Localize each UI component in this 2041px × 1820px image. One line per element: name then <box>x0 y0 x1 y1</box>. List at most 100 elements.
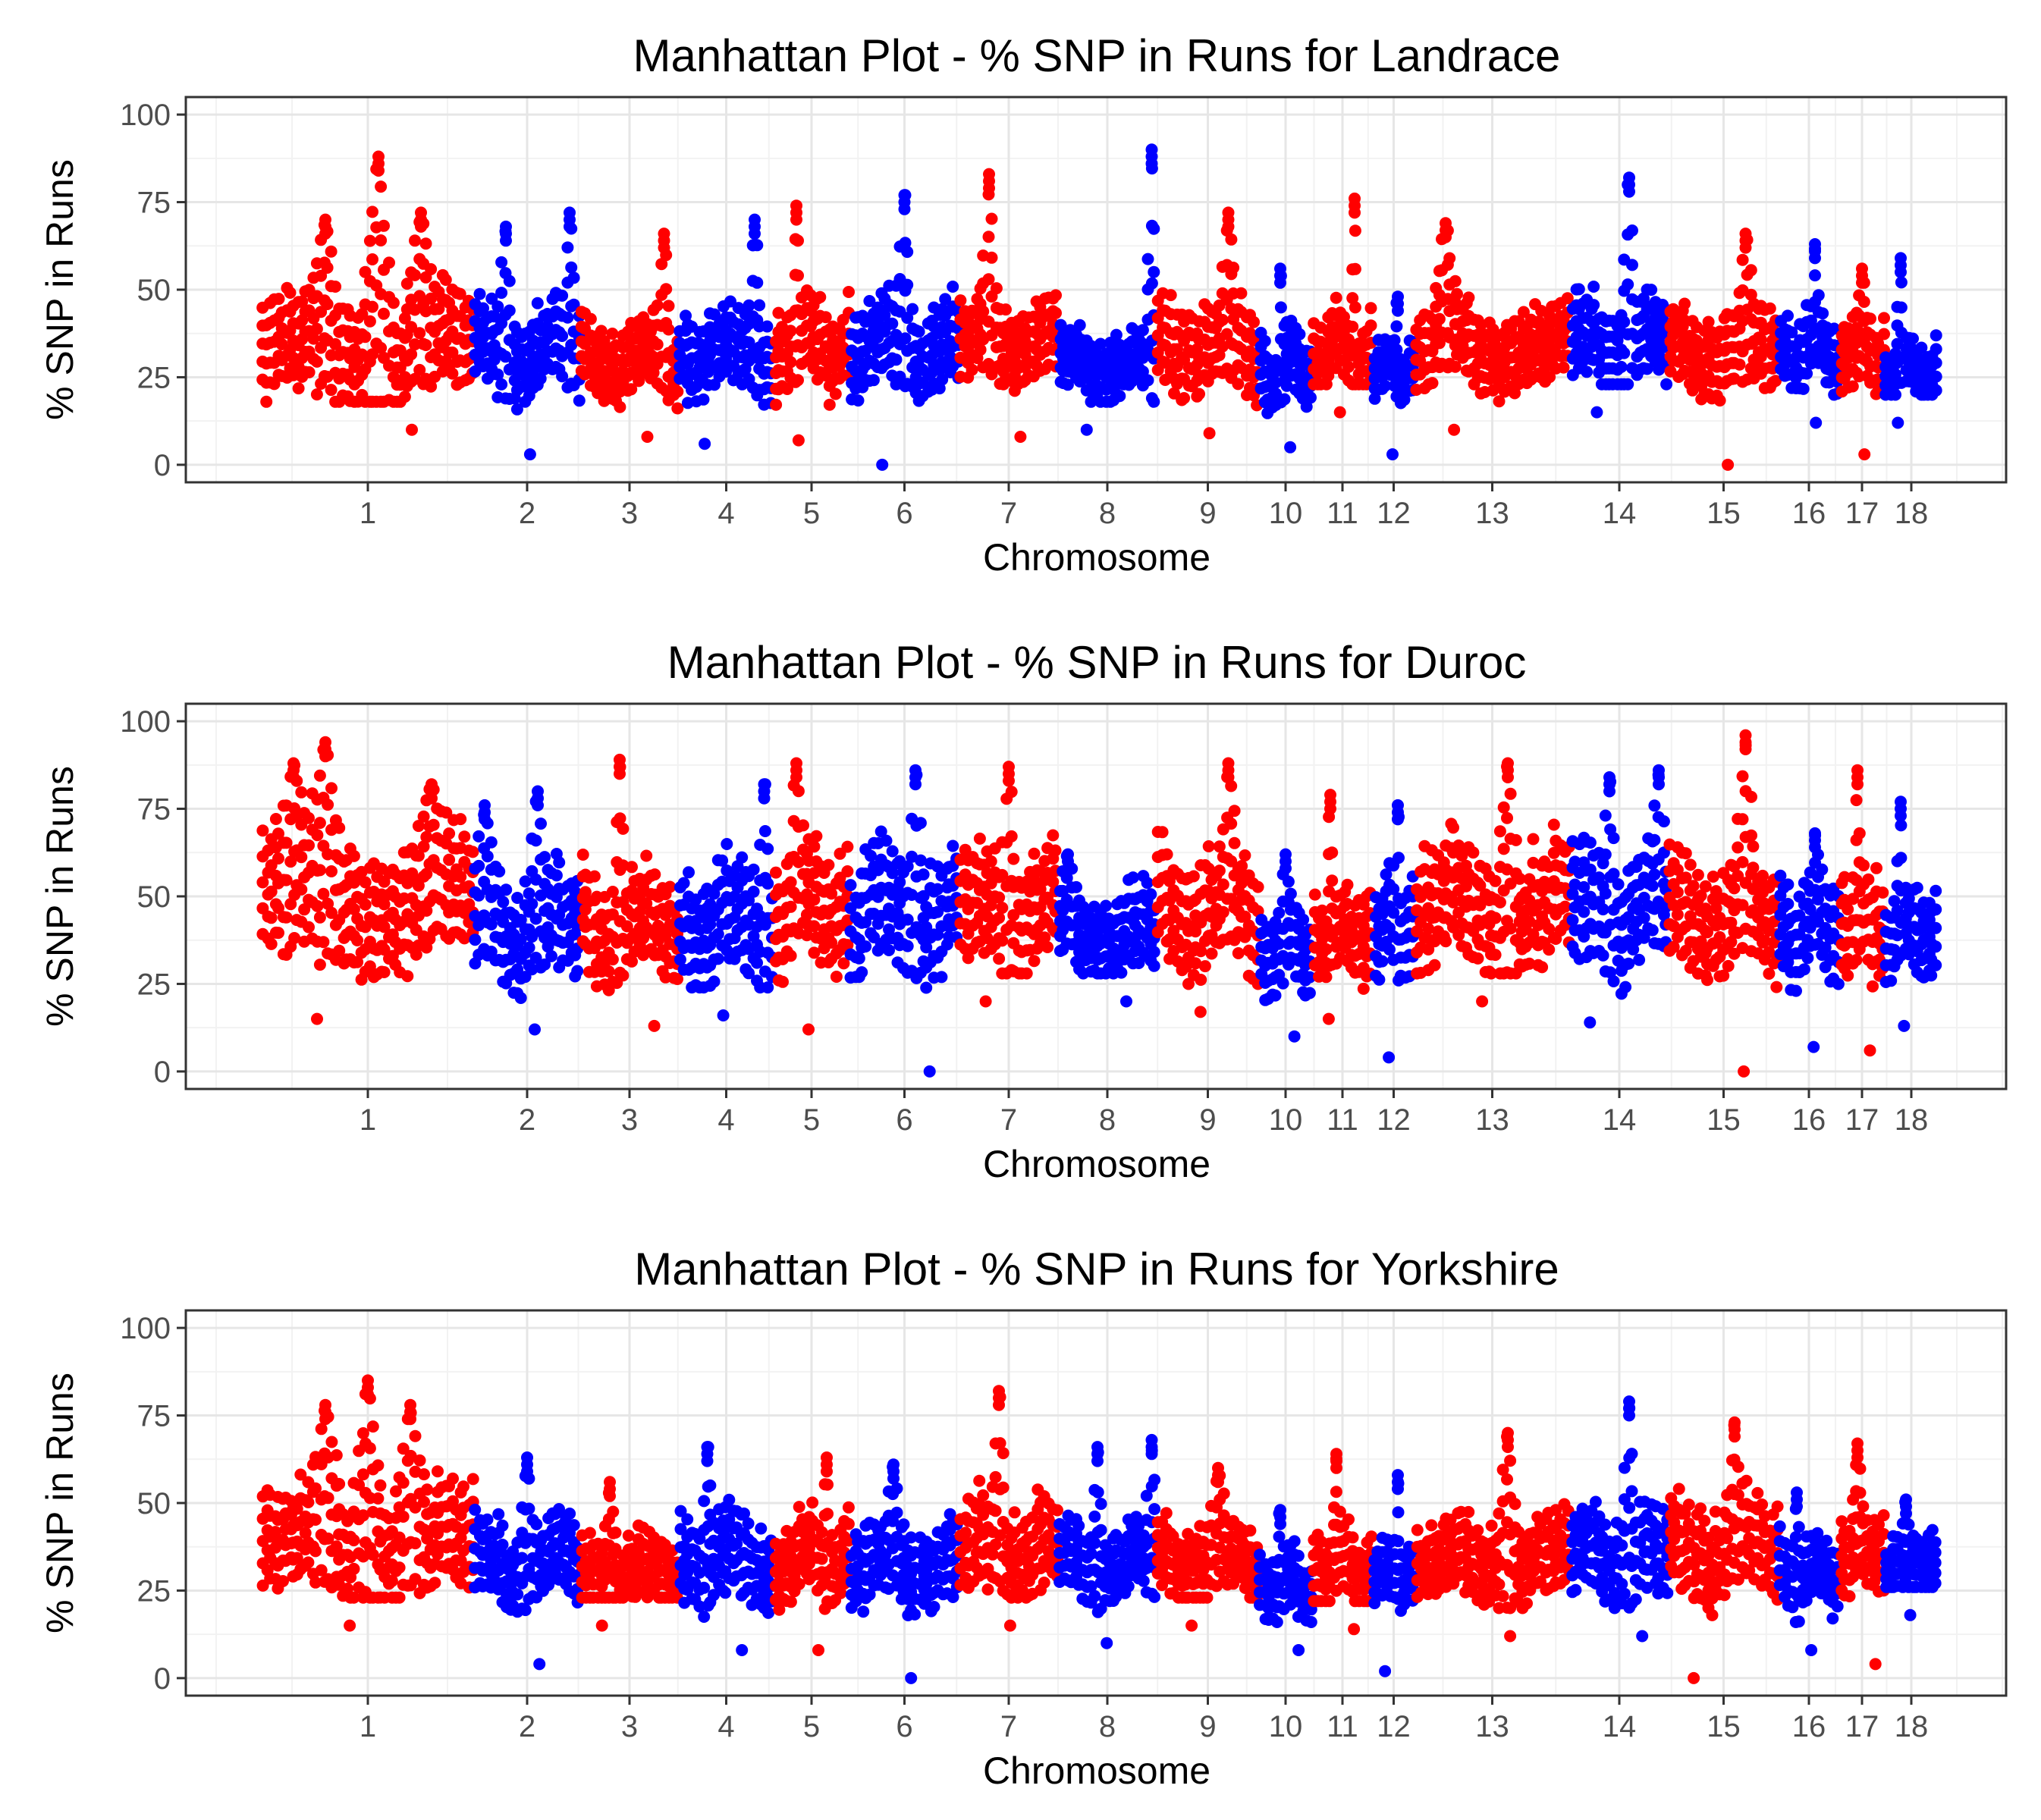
snp-point <box>1428 935 1441 948</box>
snp-point <box>883 944 895 956</box>
snp-point <box>359 265 372 278</box>
snp-point <box>1702 315 1715 328</box>
snp-point <box>1597 949 1609 962</box>
snp-point <box>1812 289 1825 302</box>
chromosome-15-points <box>1663 729 1783 1078</box>
snp-point <box>1164 289 1177 302</box>
snp-point-peak <box>532 799 544 811</box>
snp-point <box>491 300 504 313</box>
snp-point-peak <box>1895 265 1907 278</box>
snp-point <box>485 836 498 849</box>
snp-point <box>784 900 797 913</box>
snp-point <box>1911 881 1923 894</box>
y-tick-label: 100 <box>120 705 171 739</box>
snp-point <box>1626 224 1638 237</box>
snp-point <box>375 180 388 193</box>
snp-point <box>1364 319 1377 332</box>
snp-point <box>758 825 771 837</box>
x-tick-label: 15 <box>1707 497 1741 530</box>
x-tick-label: 10 <box>1269 497 1303 530</box>
chromosome-15-points <box>1664 228 1782 471</box>
snp-point <box>1842 903 1854 916</box>
snp-point <box>931 883 944 896</box>
snp-point <box>1559 900 1572 913</box>
snp-point <box>841 865 854 877</box>
snp-point <box>1388 334 1401 347</box>
x-tick-label: 7 <box>1000 1103 1017 1137</box>
snp-point <box>606 328 619 340</box>
chromosome-7-points <box>954 761 1062 1008</box>
snp-point <box>322 1532 334 1545</box>
snp-point <box>1509 387 1521 400</box>
snp-point <box>1379 379 1392 392</box>
snp-point <box>322 1492 334 1505</box>
snp-point <box>1801 952 1814 965</box>
snp-point <box>469 934 482 946</box>
snp-point <box>800 929 813 942</box>
snp-point <box>784 949 797 962</box>
snp-point <box>526 930 539 943</box>
snp-point <box>1449 360 1462 373</box>
snp-point <box>1671 908 1684 921</box>
snp-point-min <box>1476 995 1489 1008</box>
snp-point <box>425 292 438 305</box>
snp-point <box>303 839 315 852</box>
snp-point <box>651 338 664 351</box>
snp-point <box>1763 946 1776 959</box>
snp-point <box>784 876 797 889</box>
snp-point <box>315 269 328 282</box>
snp-point <box>1100 899 1112 912</box>
snp-point <box>307 332 320 345</box>
snp-point <box>1584 863 1597 876</box>
snp-point <box>1599 809 1612 822</box>
chromosome-5-points <box>770 757 854 1036</box>
snp-point <box>466 846 479 858</box>
snp-point <box>1225 233 1238 246</box>
snp-point <box>1061 378 1074 391</box>
snp-point <box>1857 296 1870 308</box>
snp-point <box>841 840 854 853</box>
snp-point <box>792 269 804 282</box>
snp-point <box>458 830 471 843</box>
snp-point <box>1785 326 1798 339</box>
chromosome-9-points <box>1151 206 1264 440</box>
snp-point <box>770 398 783 411</box>
snp-point-min <box>1383 1051 1396 1064</box>
snp-point-peak <box>758 792 771 805</box>
snp-point <box>1189 957 1202 970</box>
snp-point <box>1527 928 1540 941</box>
snp-point <box>901 312 914 325</box>
snp-point <box>856 966 868 979</box>
chromosome-10-points <box>1254 262 1317 453</box>
snp-point <box>852 394 865 407</box>
snp-point-min <box>1898 1019 1911 1032</box>
snp-point <box>1308 888 1321 901</box>
snp-point <box>363 960 376 973</box>
snp-point <box>1660 378 1673 391</box>
snp-point <box>1326 846 1339 859</box>
snp-point <box>1193 388 1205 400</box>
snp-point <box>1667 940 1680 953</box>
snp-point <box>1638 912 1650 924</box>
y-tick-label: 0 <box>154 449 171 482</box>
snp-point <box>1622 278 1634 291</box>
snp-point <box>1725 936 1738 949</box>
snp-point <box>1489 912 1502 924</box>
snp-point-min <box>1080 423 1093 436</box>
snp-point <box>280 911 293 924</box>
snp-point <box>329 337 342 350</box>
snp-point <box>1770 981 1783 993</box>
snp-point <box>1853 827 1866 839</box>
snp-point-peak <box>1062 862 1074 875</box>
snp-point-peak <box>1895 809 1907 822</box>
snp-point-peak <box>1274 276 1286 289</box>
snp-point <box>1622 378 1634 391</box>
snp-point <box>309 1514 322 1526</box>
snp-point-peak <box>1856 276 1868 289</box>
snp-point <box>477 302 489 315</box>
snp-point <box>299 1527 312 1539</box>
y-tick-label: 75 <box>137 793 171 827</box>
snp-point <box>1763 968 1776 980</box>
snp-point <box>1930 903 1942 916</box>
snp-point <box>808 893 821 906</box>
